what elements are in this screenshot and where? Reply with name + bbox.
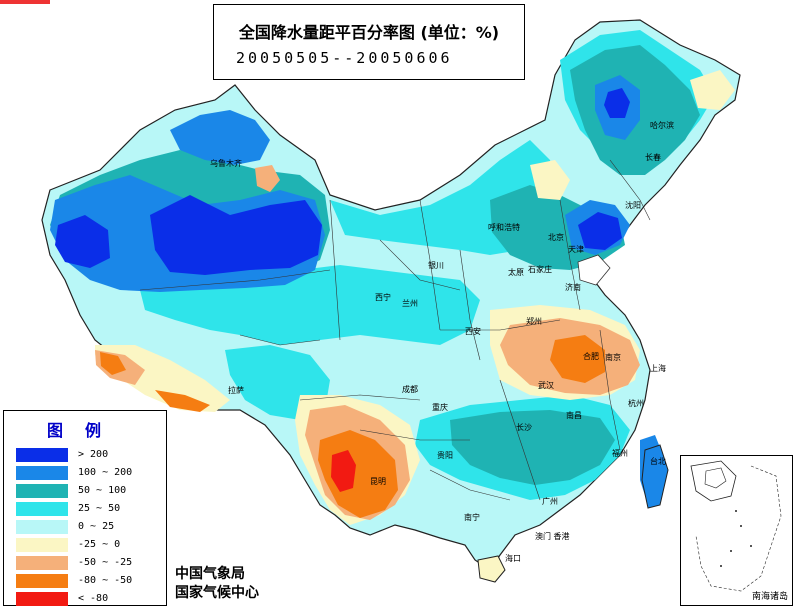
city-label: 南宁 (464, 513, 480, 522)
province-boundaries (139, 159, 651, 501)
zone-50-100-c (450, 410, 615, 485)
legend-swatch (16, 484, 68, 498)
city-label: 济南 (565, 283, 581, 292)
city-label: 哈尔滨 (650, 121, 674, 130)
zone-neg80-50-d (155, 390, 210, 412)
legend-item: > 200 (16, 448, 166, 464)
legend-item: 25 ~ 50 (16, 502, 166, 518)
legend-label: 25 ~ 50 (78, 503, 121, 514)
legend-label: 0 ~ 25 (78, 521, 115, 532)
zone-over-200-d (578, 212, 622, 250)
city-label: 福州 (612, 449, 628, 458)
legend-label: 50 ~ 100 (78, 485, 127, 496)
zone-neg50-25-d (255, 165, 280, 192)
legend-item: 100 ~ 200 (16, 466, 166, 482)
city-label: 西安 (465, 327, 481, 336)
legend-swatch (16, 592, 68, 606)
legend-item: -80 ~ -50 (16, 574, 166, 590)
legend-title: 图例 (46, 421, 123, 440)
zone-over-200-a (150, 195, 322, 275)
credit-agency: 中国气象局 (175, 566, 245, 582)
city-label: 南京 (605, 353, 621, 362)
legend-swatch (16, 466, 68, 480)
city-label: 乌鲁木齐 (210, 159, 242, 168)
south-china-sea-inset: 南海诸岛 (680, 455, 793, 606)
city-label: 成都 (402, 385, 418, 394)
credit-center: 国家气候中心 (175, 585, 259, 601)
legend-item: < -80 (16, 592, 166, 608)
city-label: 南昌 (566, 411, 582, 420)
city-label: 拉萨 (228, 386, 244, 395)
map-title: 全国降水量距平百分率图 (单位：%) (238, 23, 500, 42)
city-label: 长春 (645, 153, 661, 162)
corner-mark (0, 0, 50, 4)
zone-over-200-b (55, 215, 110, 268)
city-label: 广州 (542, 497, 558, 506)
legend-swatch (16, 538, 68, 552)
city-label: 天津 (568, 245, 584, 254)
city-label: 石家庄 (528, 265, 552, 274)
legend-label: -80 ~ -50 (78, 575, 133, 586)
legend-swatch (16, 502, 68, 516)
legend-swatch (16, 448, 68, 462)
zone-neg80-50-b (550, 335, 605, 383)
city-label: 台北 (650, 457, 666, 466)
legend-item: 0 ~ 25 (16, 520, 166, 536)
city-label: 澳门 香港 (535, 532, 570, 541)
city-label: 太原 (508, 268, 524, 277)
city-label: 兰州 (402, 299, 418, 308)
zone-neg25-0-d (690, 70, 735, 110)
inset-label: 南海诸岛 (751, 592, 788, 602)
legend-label: -25 ~ 0 (78, 539, 121, 550)
city-label: 长沙 (516, 423, 532, 432)
city-label: 郑州 (526, 317, 542, 326)
legend-label: -50 ~ -25 (78, 557, 133, 568)
city-label: 西宁 (375, 293, 391, 302)
hainan-island (477, 555, 506, 583)
city-label: 呼和浩特 (488, 223, 520, 232)
legend-item: -50 ~ -25 (16, 556, 166, 572)
legend-item: 50 ~ 100 (16, 484, 166, 500)
inset-map (690, 460, 782, 592)
zone-neg80-50-a (318, 430, 398, 518)
zone-neg80-50-c (100, 352, 126, 375)
date-range: 20050505--20050606 (236, 49, 453, 67)
zone-over-200-c (604, 88, 630, 118)
legend-swatch (16, 520, 68, 534)
legend: 图例 > 200 100 ~ 200 50 ~ 100 25 ~ 50 0 ~ … (3, 410, 167, 606)
city-label: 杭州 (628, 399, 644, 408)
city-label: 合肥 (583, 352, 599, 361)
legend-label: < -80 (78, 593, 109, 604)
legend-label: > 200 (78, 449, 109, 460)
zone-neg25-0-e (530, 160, 570, 200)
city-label: 上海 (650, 364, 666, 373)
taiwan-island (641, 444, 669, 509)
zone-100-200-b (170, 110, 270, 165)
city-label: 贵阳 (437, 451, 453, 460)
zone-under-80 (331, 450, 356, 492)
city-label: 北京 (548, 233, 564, 242)
city-label: 武汉 (538, 381, 554, 390)
legend-label: 100 ~ 200 (78, 467, 133, 478)
legend-swatch (16, 556, 68, 570)
city-label: 昆明 (370, 477, 386, 486)
title-box: 全国降水量距平百分率图 (单位：%) 20050505--20050606 (213, 4, 525, 80)
city-label: 海口 (505, 554, 521, 563)
bohai-sea (577, 254, 611, 286)
city-label: 银川 (428, 261, 444, 270)
city-label: 沈阳 (625, 201, 641, 210)
city-label: 重庆 (432, 403, 448, 412)
credits: 中国气象局 国家气候中心 (175, 565, 259, 603)
legend-item: -25 ~ 0 (16, 538, 166, 554)
legend-swatch (16, 574, 68, 588)
